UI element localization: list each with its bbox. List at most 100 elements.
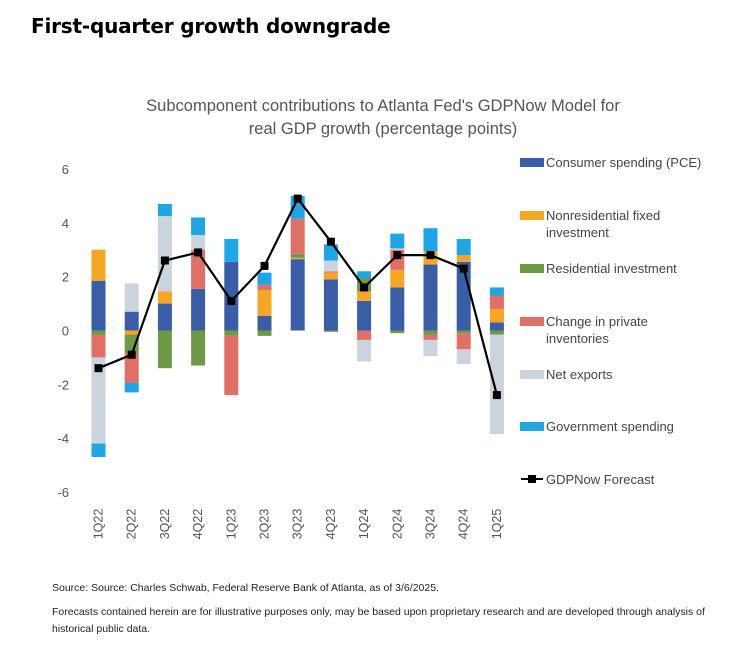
x-tick-label: 4Q24	[457, 509, 471, 540]
y-tick-label: 6	[62, 162, 69, 177]
gdpnow-point-2q22	[127, 350, 136, 359]
bar-nonresidential-fixed-investment-1q25	[489, 308, 504, 323]
bar-residential-investment-1q25	[489, 330, 504, 335]
bar-consumer-spending-pce-4q22	[191, 288, 206, 331]
bar-government-spending-1q23	[224, 238, 239, 262]
bar-residential-investment-1q23	[224, 330, 239, 336]
gdpnow-point-2q23	[260, 261, 269, 270]
bar-government-spending-2q24	[390, 233, 405, 249]
x-tick-label: 2Q22	[125, 509, 139, 540]
legend-label: inventories	[546, 331, 609, 346]
bar-net-exports-1q25	[489, 334, 504, 435]
gdpnow-point-4q24	[459, 264, 468, 273]
y-tick-label: 0	[62, 324, 69, 339]
x-tick-label: 3Q23	[291, 509, 305, 540]
bar-residential-investment-4q22	[191, 330, 206, 366]
bar-change-in-private-inventories-4q23	[323, 271, 338, 273]
gdpnow-point-3q24	[426, 251, 435, 260]
legend-label: Consumer spending (PCE)	[546, 155, 701, 170]
legend-swatch-net-exports	[520, 370, 544, 379]
x-tick-label: 3Q22	[158, 509, 172, 540]
legend-swatch-residential-investment	[520, 264, 544, 273]
x-tick-label: 3Q24	[424, 509, 438, 540]
bar-government-spending-3q22	[157, 203, 172, 217]
bar-nonresidential-fixed-investment-1q24	[357, 291, 372, 301]
bar-government-spending-1q25	[489, 287, 504, 296]
bar-residential-investment-4q24	[456, 330, 471, 334]
bar-consumer-spending-pce-1q23	[224, 261, 239, 331]
bar-nonresidential-fixed-investment-3q22	[157, 291, 172, 304]
bar-net-exports-3q24	[423, 339, 438, 357]
gdpnow-point-4q22	[194, 248, 203, 257]
source-note: Source: Source: Charles Schwab, Federal …	[52, 582, 439, 594]
bar-residential-investment-2q22	[124, 334, 139, 354]
gdpnow-point-1q25	[492, 391, 501, 400]
x-tick-label: 1Q25	[490, 509, 504, 540]
bar-change-in-private-inventories-1q25	[489, 295, 504, 309]
page-title: First-quarter growth downgrade	[31, 14, 391, 38]
bar-consumer-spending-pce-4q23	[323, 279, 338, 331]
bar-residential-investment-4q23	[323, 330, 338, 332]
legend-swatch-change-in-private-inventories	[520, 317, 544, 326]
gdpnow-point-1q24	[360, 283, 369, 292]
legend-swatch-government-spending	[520, 422, 544, 431]
bar-net-exports-2q24	[390, 248, 405, 250]
bar-consumer-spending-pce-3q23	[290, 259, 305, 331]
bar-consumer-spending-pce-1q25	[489, 322, 504, 331]
y-tick-label: -4	[57, 431, 69, 446]
legend-label: Net exports	[546, 367, 613, 382]
legend-label: Nonresidential fixed	[546, 208, 660, 223]
bar-net-exports-1q22	[91, 357, 106, 444]
bar-nonresidential-fixed-investment-3q23	[290, 257, 305, 260]
bar-net-exports-1q24	[357, 339, 372, 362]
bar-nonresidential-fixed-investment-1q22	[91, 249, 106, 281]
y-tick-label: 4	[62, 216, 69, 231]
bar-consumer-spending-pce-2q22	[124, 311, 139, 331]
disclaimer-note: Forecasts contained herein are for illus…	[52, 606, 705, 635]
bar-change-in-private-inventories-2q23	[257, 284, 272, 291]
legend-label: Government spending	[546, 419, 674, 434]
bar-net-exports-4q23	[323, 260, 338, 272]
legend-swatch-nonresidential-fixed-investment	[520, 211, 544, 220]
gdpnow-point-3q22	[160, 256, 169, 265]
bar-residential-investment-3q22	[157, 330, 172, 369]
chart-title-line: real GDP growth (percentage points)	[249, 120, 517, 138]
bar-change-in-private-inventories-4q24	[456, 333, 471, 350]
bar-nonresidential-fixed-investment-2q23	[257, 290, 272, 316]
bar-change-in-private-inventories-3q23	[290, 218, 305, 254]
bar-residential-investment-1q22	[91, 330, 106, 335]
gdpnow-point-1q23	[227, 296, 236, 305]
bar-government-spending-4q22	[191, 217, 206, 235]
x-tick-label: 2Q24	[390, 509, 404, 540]
bar-change-in-private-inventories-1q22	[91, 334, 106, 358]
bar-change-in-private-inventories-4q22	[191, 249, 206, 289]
bar-change-in-private-inventories-1q24	[357, 330, 372, 340]
chart: Subcomponent contributions to Atlanta Fe…	[57, 97, 701, 540]
x-tick-label: 4Q22	[191, 509, 205, 540]
bar-change-in-private-inventories-1q23	[224, 335, 239, 396]
bar-consumer-spending-pce-1q22	[91, 280, 106, 331]
bar-consumer-spending-pce-3q24	[423, 264, 438, 331]
x-tick-label: 1Q22	[92, 509, 106, 540]
bar-nonresidential-fixed-investment-2q22	[124, 330, 139, 335]
legend-label: investment	[546, 225, 609, 240]
bar-nonresidential-fixed-investment-2q24	[390, 269, 405, 288]
y-tick-label: -6	[57, 485, 69, 500]
bar-residential-investment-2q23	[257, 330, 272, 336]
gdpnow-point-1q22	[94, 364, 103, 373]
bar-consumer-spending-pce-2q24	[390, 287, 405, 331]
bar-net-exports-3q22	[157, 216, 172, 292]
x-tick-label: 4Q23	[324, 509, 338, 540]
bar-net-exports-4q24	[456, 349, 471, 365]
gdpnow-point-4q23	[326, 237, 335, 246]
bar-nonresidential-fixed-investment-4q23	[323, 272, 338, 280]
bar-consumer-spending-pce-3q22	[157, 303, 172, 331]
bar-net-exports-2q22	[124, 283, 139, 312]
bar-government-spending-2q23	[257, 272, 272, 285]
gdpnow-point-2q24	[393, 251, 402, 260]
bar-residential-investment-3q24	[423, 330, 438, 335]
bar-change-in-private-inventories-3q24	[423, 334, 438, 340]
bar-government-spending-1q22	[91, 443, 106, 458]
legend-label: Change in private	[546, 314, 648, 329]
x-tick-label: 1Q24	[357, 509, 371, 540]
